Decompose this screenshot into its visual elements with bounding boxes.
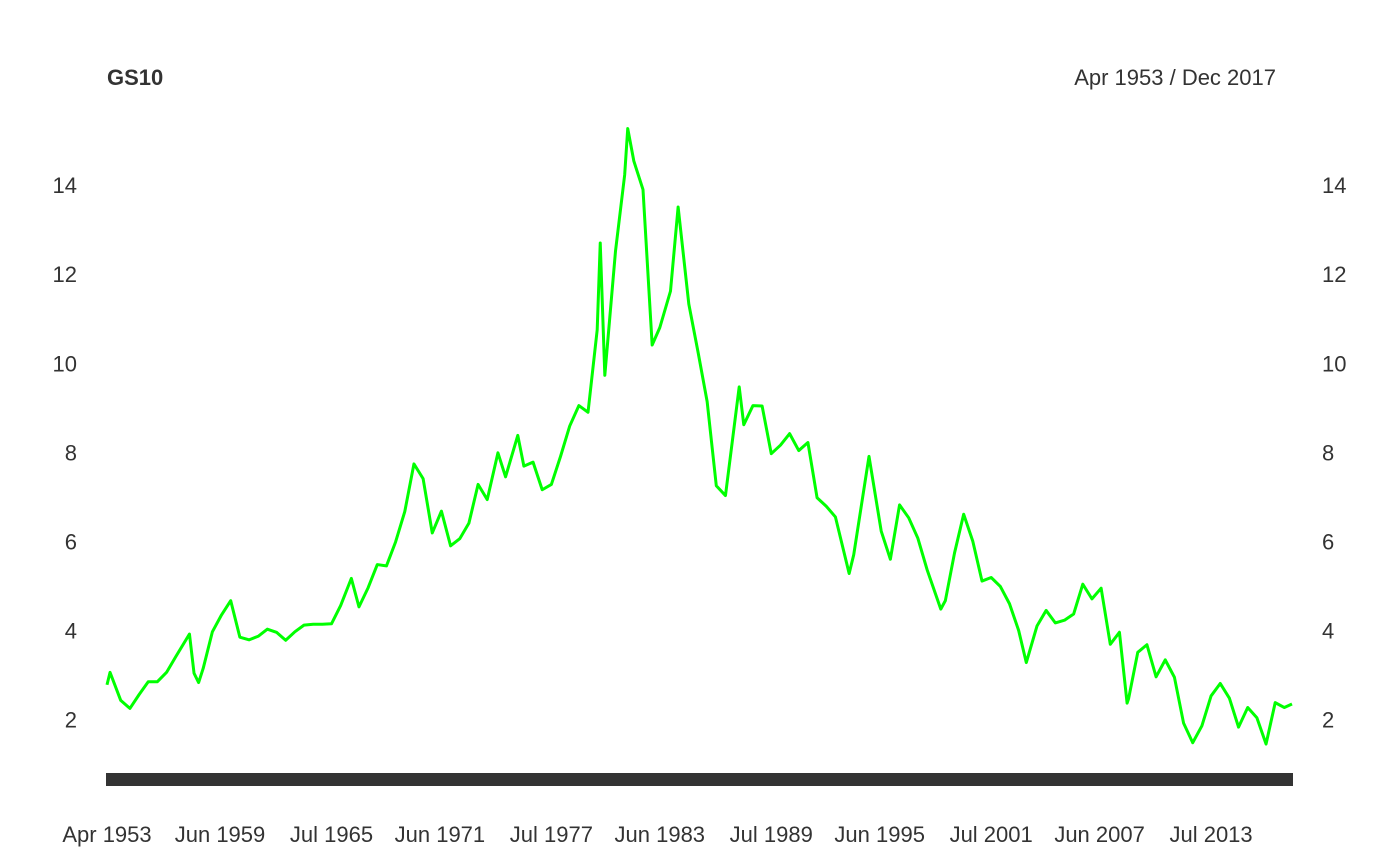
- y2-tick-label: 10: [1322, 351, 1346, 376]
- x-axis-bar: [106, 773, 1293, 786]
- y2-tick-label: 12: [1322, 262, 1346, 287]
- chart-title: GS10: [107, 65, 163, 90]
- x-tick-label: Jun 1971: [395, 822, 486, 847]
- x-tick-label: Jul 2013: [1169, 822, 1252, 847]
- y-tick-label: 14: [53, 173, 77, 198]
- x-tick-label: Apr 1953: [62, 822, 151, 847]
- series-line: [105, 127, 1293, 746]
- x-tick-label: Jul 2001: [950, 822, 1033, 847]
- date-range: Apr 1953 / Dec 2017: [1074, 65, 1276, 90]
- y-tick-label: 6: [65, 529, 77, 554]
- y2-tick-label: 6: [1322, 529, 1334, 554]
- y-tick-label: 12: [53, 262, 77, 287]
- y-tick-label: 2: [65, 708, 77, 733]
- y2-tick-label: 14: [1322, 173, 1346, 198]
- x-tick-label: Jul 1989: [730, 822, 813, 847]
- x-tick-label: Jun 1995: [834, 822, 925, 847]
- y-tick-label: 10: [53, 351, 77, 376]
- y2-tick-label: 2: [1322, 708, 1334, 733]
- y2-tick-label: 4: [1322, 619, 1334, 644]
- x-tick-label: Jun 1983: [615, 822, 706, 847]
- x-tick-label: Jul 1977: [510, 822, 593, 847]
- y-tick-label: 8: [65, 440, 77, 465]
- y2-tick-label: 8: [1322, 440, 1334, 465]
- x-tick-label: Jul 1965: [290, 822, 373, 847]
- x-tick-label: Jun 1959: [175, 822, 266, 847]
- y-tick-label: 4: [65, 619, 77, 644]
- x-tick-label: Jun 2007: [1054, 822, 1145, 847]
